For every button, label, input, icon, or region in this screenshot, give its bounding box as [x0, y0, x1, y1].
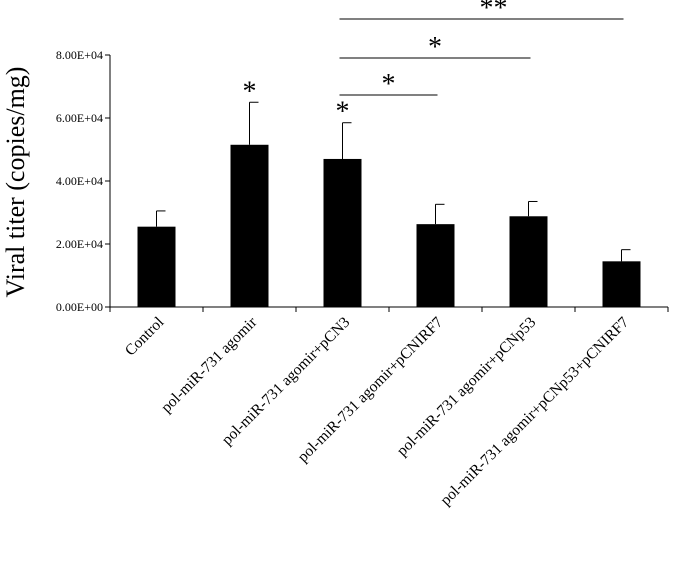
bars [137, 144, 641, 307]
axes: 0.00E+00 2.00E+04 4.00E+04 6.00E+04 8.00E+04 [56, 48, 669, 314]
bar [602, 261, 641, 307]
significance-markers: ****** [243, 0, 624, 128]
y-tick-label: 6.00E+04 [56, 111, 103, 125]
comparison-asterisk: ** [480, 0, 508, 24]
bar [323, 158, 362, 307]
y-tick-label: 2.00E+04 [56, 237, 103, 251]
bar [137, 226, 176, 307]
error-bars [156, 101, 631, 262]
significance-asterisk: * [336, 97, 350, 128]
significance-asterisk: * [243, 76, 257, 107]
bar [416, 224, 455, 307]
comparison-asterisk: * [428, 32, 442, 63]
y-tick-label: 8.00E+04 [56, 48, 103, 62]
bar [509, 216, 548, 307]
y-axis-label: Viral titer (copies/mg) [1, 67, 30, 298]
comparison-asterisk: * [382, 69, 396, 100]
bar [230, 144, 269, 307]
category-label: pol-miR-731 agomir+pCNp53+pCNIRF7 [437, 314, 632, 509]
category-label: Control [122, 314, 168, 360]
y-tick-label: 4.00E+04 [56, 174, 103, 188]
category-label: pol-miR-731 agomir [158, 313, 261, 416]
y-tick-label: 0.00E+00 [56, 300, 103, 314]
category-label: pol-miR-731 agomir+pCNIRF7 [294, 314, 446, 466]
